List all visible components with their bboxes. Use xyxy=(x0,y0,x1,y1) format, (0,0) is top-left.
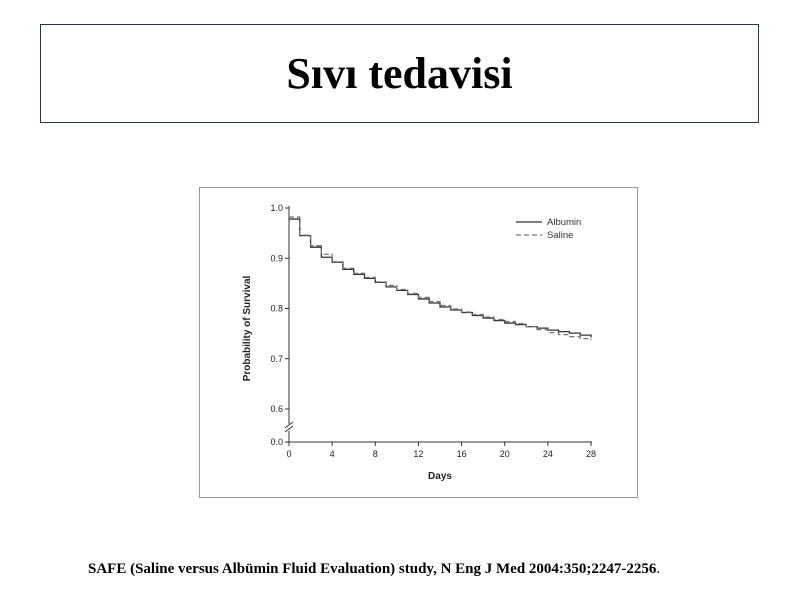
y-tick-label: 0.6 xyxy=(270,404,283,414)
y-axis-break-mark xyxy=(284,421,294,429)
y-axis-break-mark xyxy=(284,425,294,433)
x-tick-label: 16 xyxy=(457,449,467,459)
x-tick-label: 12 xyxy=(413,449,423,459)
x-tick-label: 0 xyxy=(286,449,291,459)
series-line-saline xyxy=(289,216,592,341)
x-tick-label: 24 xyxy=(543,449,553,459)
citation-end: . xyxy=(656,561,661,577)
legend-label-saline: Saline xyxy=(547,230,573,241)
x-tick-label: 28 xyxy=(586,449,596,459)
chart-canvas: 0.6 0.7 0.8 0.9 1.0 0.00 4 8 12 16 20 24 28 Days Proba… xyxy=(242,203,596,482)
x-tick-label: 8 xyxy=(373,449,378,459)
y-tick-label: 1.0 xyxy=(270,203,283,213)
citation-main: SAFE (Saline versus Albümin Fluid Evalua… xyxy=(88,561,657,577)
legend-label-albumin: Albumin xyxy=(547,217,581,228)
citation-text: SAFE (Saline versus Albümin Fluid Evalua… xyxy=(88,561,788,578)
y-axis-title: Probability of Survival xyxy=(242,275,253,381)
x-axis-title: Days xyxy=(428,471,452,482)
series-lines xyxy=(289,216,592,341)
x-tick-label: 4 xyxy=(330,449,335,459)
x-tick-label: 20 xyxy=(500,449,510,459)
series-line-albumin xyxy=(289,218,592,338)
survival-chart: 0.6 0.7 0.8 0.9 1.0 0.0 0 4 8 12 16 20 24 28 Days Proba… xyxy=(199,187,638,498)
y-tick-label: 0.8 xyxy=(270,304,283,314)
y-tick-label: 0.7 xyxy=(270,354,283,364)
slide-title: Sıvı tedavisi xyxy=(286,49,513,98)
slide-title-box: Sıvı tedavisi xyxy=(40,24,759,123)
legend: Albumin Saline xyxy=(516,217,581,241)
axes: 0.6 0.7 0.8 0.9 1.0 0.00 4 8 12 16 20 24 28 Days Proba… xyxy=(242,203,596,482)
y-tick-label: 0.0 xyxy=(270,437,283,447)
y-tick-label: 0.9 xyxy=(270,253,283,263)
